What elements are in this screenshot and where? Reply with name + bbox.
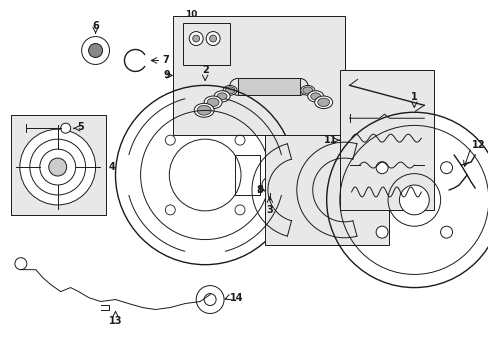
Text: 10: 10 — [185, 10, 197, 19]
Circle shape — [206, 32, 220, 45]
Circle shape — [40, 149, 76, 185]
Ellipse shape — [314, 96, 332, 109]
Text: 7: 7 — [162, 55, 169, 66]
Circle shape — [88, 44, 102, 58]
Ellipse shape — [223, 85, 237, 95]
Ellipse shape — [197, 105, 211, 115]
Text: 13: 13 — [108, 316, 122, 327]
Circle shape — [203, 293, 216, 306]
Circle shape — [189, 32, 203, 45]
Ellipse shape — [310, 93, 320, 100]
Ellipse shape — [217, 93, 226, 100]
Text: 9: 9 — [163, 71, 170, 80]
Circle shape — [209, 35, 216, 42]
Text: 6: 6 — [92, 21, 99, 31]
Text: 8: 8 — [256, 185, 263, 195]
Circle shape — [196, 285, 224, 314]
Ellipse shape — [317, 98, 329, 107]
Ellipse shape — [207, 98, 219, 107]
Ellipse shape — [302, 87, 312, 94]
Circle shape — [81, 37, 109, 64]
Text: 1: 1 — [410, 92, 417, 102]
Text: 5: 5 — [78, 122, 84, 132]
Circle shape — [375, 162, 387, 174]
Circle shape — [375, 226, 387, 238]
Circle shape — [399, 185, 428, 215]
Circle shape — [61, 123, 71, 133]
Text: 4: 4 — [108, 162, 115, 172]
Circle shape — [192, 35, 199, 42]
Ellipse shape — [224, 87, 235, 94]
Circle shape — [262, 177, 277, 193]
Ellipse shape — [300, 85, 314, 95]
Text: 14: 14 — [229, 293, 243, 302]
Text: 2: 2 — [202, 66, 208, 75]
Bar — [173, 15, 344, 135]
Text: 12: 12 — [471, 140, 485, 150]
Text: 11: 11 — [324, 135, 337, 145]
Ellipse shape — [307, 91, 323, 102]
Circle shape — [440, 226, 451, 238]
Bar — [264, 135, 388, 245]
Ellipse shape — [203, 96, 222, 109]
Bar — [238, 78, 299, 95]
Circle shape — [30, 139, 85, 195]
Bar — [11, 115, 105, 215]
Ellipse shape — [214, 91, 229, 102]
Circle shape — [49, 158, 66, 176]
Text: 3: 3 — [266, 205, 273, 215]
Bar — [339, 71, 433, 210]
Circle shape — [20, 129, 95, 205]
Bar — [183, 23, 229, 66]
Ellipse shape — [194, 103, 214, 117]
Circle shape — [440, 162, 451, 174]
